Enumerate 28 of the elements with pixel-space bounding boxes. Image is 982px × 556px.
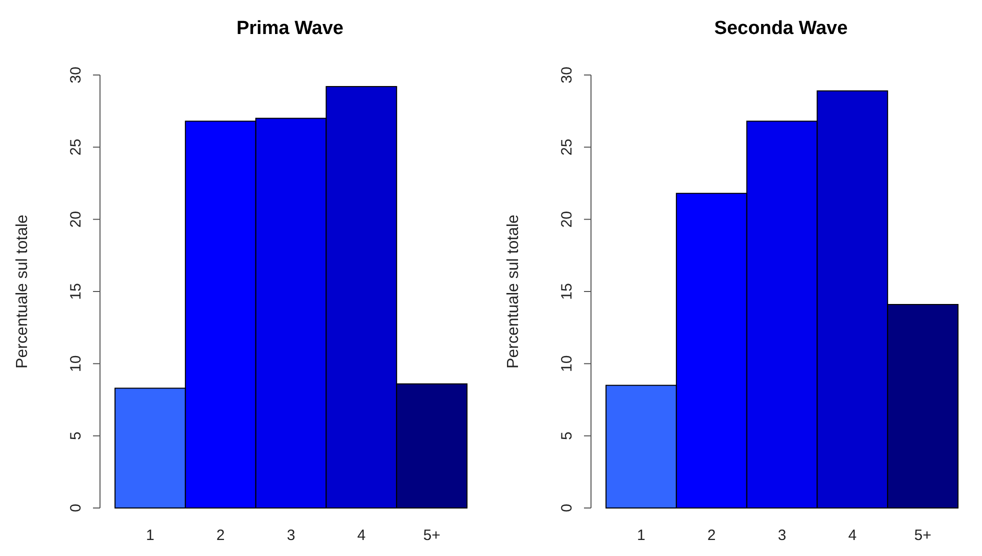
y-tick-label: 20 (68, 210, 84, 228)
y-tick-label: 0 (68, 504, 84, 512)
y-axis-title: Percentuale sul totale (505, 214, 522, 368)
chart-title: Prima Wave (236, 18, 344, 39)
y-tick-label: 25 (68, 138, 84, 156)
x-tick-label: 2 (707, 527, 716, 544)
chart-title: Seconda Wave (714, 18, 848, 39)
y-tick-label: 10 (558, 355, 576, 372)
x-tick-label: 4 (357, 527, 366, 544)
y-tick-label: 10 (68, 355, 84, 372)
y-tick-label: 15 (68, 283, 84, 300)
y-tick-label: 5 (68, 432, 84, 440)
y-tick-label: 0 (558, 504, 576, 512)
x-tick-label: 5+ (914, 527, 932, 544)
x-tick-label: 5+ (423, 527, 441, 544)
x-tick-label: 2 (216, 527, 225, 544)
y-tick-label: 5 (558, 432, 576, 440)
x-tick-label: 1 (146, 527, 154, 544)
x-tick-label: 1 (637, 527, 646, 544)
y-tick-label: 25 (558, 138, 576, 156)
x-tick-label: 4 (848, 527, 857, 544)
x-tick-label: 3 (778, 527, 786, 544)
y-axis-title: Percentuale sul totale (14, 214, 31, 368)
y-tick-label: 30 (68, 66, 84, 84)
x-tick-label: 3 (286, 527, 296, 544)
y-tick-label: 15 (558, 283, 576, 300)
y-tick-label: 30 (558, 66, 576, 84)
y-tick-label: 20 (558, 210, 576, 228)
